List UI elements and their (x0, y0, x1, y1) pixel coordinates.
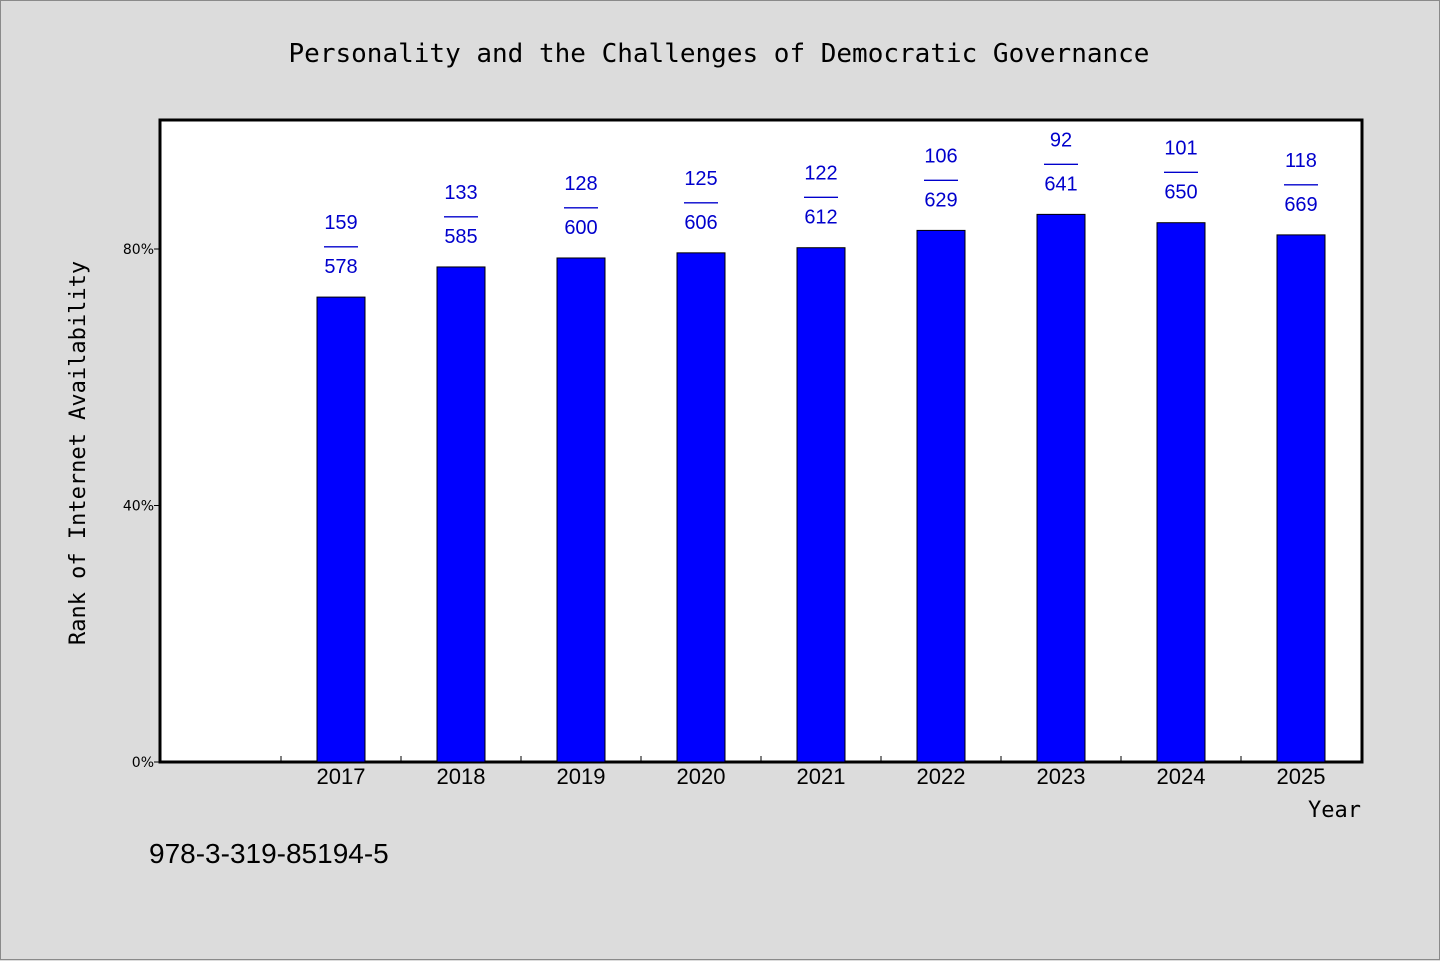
data-label-top: 118 (1285, 150, 1317, 172)
data-label-top: 106 (924, 145, 957, 167)
data-label-bottom: 641 (1044, 173, 1077, 195)
chart-title: Personality and the Challenges of Democr… (289, 39, 1150, 69)
data-label-bottom: 650 (1164, 182, 1197, 204)
data-label-separator: —— (1044, 152, 1078, 174)
x-tick-label: 2022 (917, 764, 966, 789)
bar-2022 (916, 229, 966, 763)
axis-ticks: 0% 40% 80% 2017 2018 2019 2020 2021 2022 2023 2024… (123, 242, 1362, 789)
x-tick-label: 2017 (317, 764, 366, 789)
data-label-bottom: 669 (1284, 194, 1317, 216)
data-label-separator: —— (1164, 161, 1198, 183)
isbn-footer: 978-3-319-85194-5 (149, 838, 389, 869)
y-tick-label: 80% (123, 242, 154, 258)
data-label-top: 125 (684, 168, 717, 190)
data-label-top: 122 (804, 163, 837, 185)
data-label-top: 101 (1164, 138, 1197, 160)
data-labels: 159——578133——585128——600125——606122——612… (324, 129, 1318, 278)
bar-2021 (796, 247, 846, 763)
bar-2023 (1036, 213, 1086, 763)
x-axis-label: Year (1308, 798, 1361, 823)
bar-2017 (316, 296, 366, 763)
data-label-top: 133 (444, 182, 477, 204)
x-tick-label: 2025 (1277, 764, 1326, 789)
data-label-separator: —— (804, 186, 838, 208)
bar-2025 (1276, 234, 1326, 763)
x-tick-label: 2024 (1157, 764, 1206, 789)
y-axis-label: Rank of Internet Availability (66, 261, 91, 645)
data-label-separator: —— (444, 205, 478, 227)
x-tick-label: 2019 (557, 764, 606, 789)
data-label-top: 128 (564, 173, 597, 195)
data-label-separator: —— (1284, 173, 1318, 195)
bar-2019 (556, 257, 606, 763)
data-label-bottom: 585 (444, 226, 477, 248)
bar-2020 (676, 252, 726, 763)
data-label-bottom: 629 (924, 189, 957, 211)
data-label-separator: —— (684, 191, 718, 213)
data-label-separator: —— (324, 235, 358, 257)
bar-2024 (1156, 222, 1206, 763)
data-label-separator: —— (564, 196, 598, 218)
x-tick-label: 2018 (437, 764, 486, 789)
x-tick-label: 2023 (1037, 764, 1086, 789)
x-tick-label: 2020 (677, 764, 726, 789)
data-label-separator: —— (924, 168, 958, 190)
bar-series (316, 213, 1326, 763)
data-label-bottom: 600 (564, 217, 597, 239)
x-tick-label: 2021 (797, 764, 846, 789)
bar-2018 (436, 266, 486, 763)
data-label-bottom: 578 (324, 256, 357, 278)
data-label-bottom: 606 (684, 212, 717, 234)
y-tick-label: 40% (123, 499, 154, 515)
data-label-top: 159 (324, 212, 357, 234)
data-label-bottom: 612 (804, 207, 837, 229)
y-tick-label: 0% (132, 755, 154, 771)
data-label-top: 92 (1050, 129, 1072, 151)
